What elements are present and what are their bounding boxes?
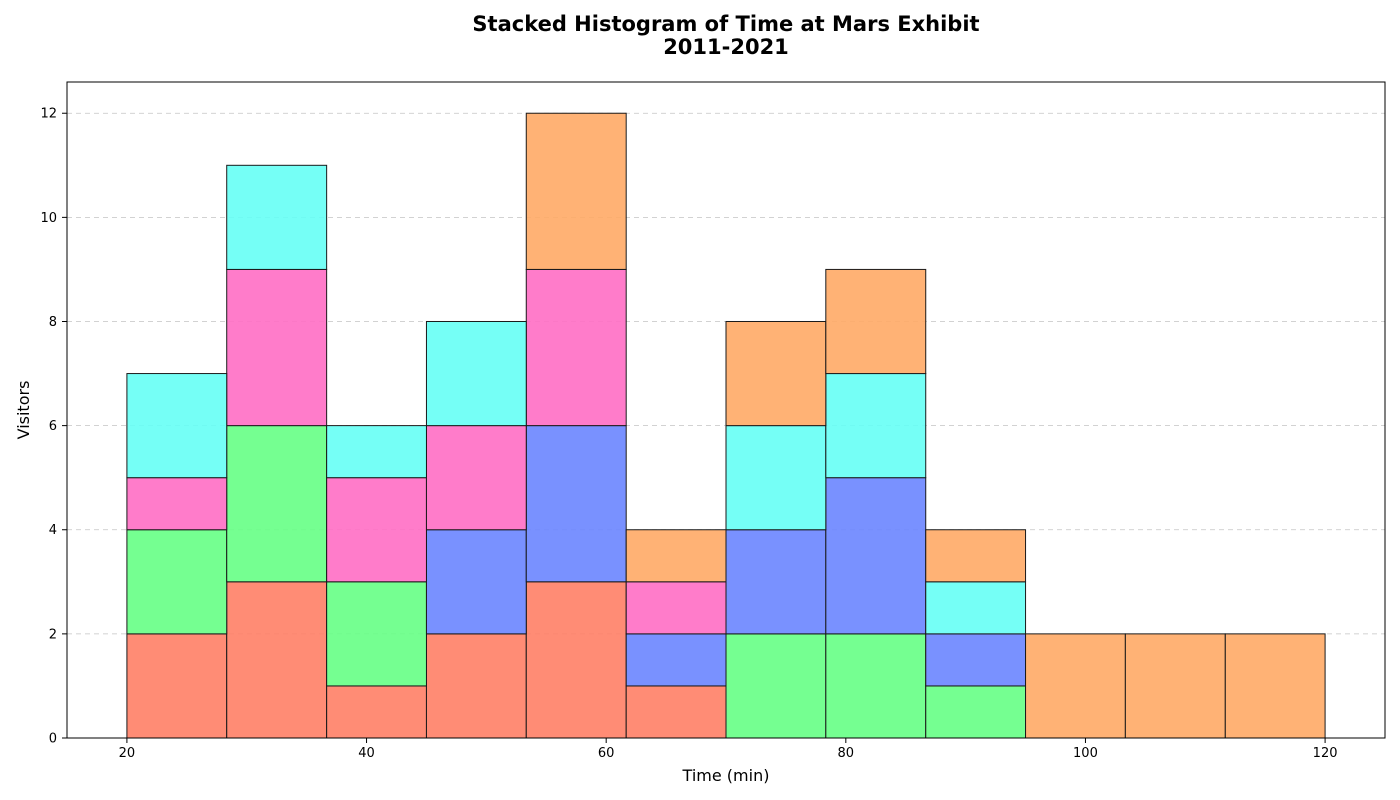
y-tick-label: 8 xyxy=(49,315,57,330)
bar-series-1-bin-1 xyxy=(126,633,228,739)
y-tick-label: 12 xyxy=(40,107,57,122)
bar-series-5-bin-1 xyxy=(126,373,228,479)
bar-series-6-bin-12 xyxy=(1224,633,1326,739)
bar-series-3-bin-5 xyxy=(525,425,627,583)
bar-series-2-bin-2 xyxy=(226,425,328,583)
bar-series-4-bin-6 xyxy=(625,581,727,635)
y-tick-label: 4 xyxy=(49,523,57,538)
bar-series-6-bin-8 xyxy=(825,268,927,375)
plot-area-frame xyxy=(66,81,1386,739)
bar-series-1-bin-4 xyxy=(425,633,527,739)
bar-series-3-bin-9 xyxy=(925,633,1027,687)
chart-subtitle: 2011-2021 xyxy=(663,35,789,59)
y-tick-label: 6 xyxy=(49,419,57,434)
bar-series-3-bin-4 xyxy=(425,529,527,635)
bar-series-4-bin-1 xyxy=(126,477,228,531)
bar-series-4-bin-4 xyxy=(425,425,527,531)
bar-series-1-bin-3 xyxy=(326,685,427,739)
x-tick-label: 100 xyxy=(1073,746,1098,761)
bar-series-5-bin-9 xyxy=(925,581,1027,635)
bar-series-1-bin-6 xyxy=(625,685,727,739)
bar-series-6-bin-5 xyxy=(525,112,627,270)
axis-ticks: 20 40 60 80 100 120 0 2 4 6 8 10 12 xyxy=(40,107,1337,761)
bar-series-6-bin-11 xyxy=(1124,633,1226,739)
bar-series-2-bin-3 xyxy=(326,581,427,687)
bar-series-6-bin-6 xyxy=(625,529,727,583)
bar-series-3-bin-6 xyxy=(625,633,727,687)
bar-series-6-bin-10 xyxy=(1025,633,1126,739)
bar-series-6-bin-7 xyxy=(725,320,827,427)
x-tick-label: 80 xyxy=(838,746,855,761)
bar-series-5-bin-2 xyxy=(226,164,328,270)
bar-series-5-bin-7 xyxy=(725,425,827,531)
bar-series-4-bin-5 xyxy=(525,268,627,427)
bar-series-3-bin-7 xyxy=(725,529,827,635)
x-tick-label: 60 xyxy=(598,746,615,761)
x-tick-label: 120 xyxy=(1313,746,1338,761)
bar-series-4-bin-3 xyxy=(326,477,427,583)
bar-series-3-bin-8 xyxy=(825,477,927,635)
bar-series-2-bin-7 xyxy=(725,633,827,739)
bar-series-5-bin-4 xyxy=(425,320,527,427)
chart-title: Stacked Histogram of Time at Mars Exhibi… xyxy=(472,12,979,36)
x-tick-label: 40 xyxy=(358,746,375,761)
bar-series-4-bin-2 xyxy=(226,268,328,427)
y-tick-label: 0 xyxy=(49,732,57,747)
y-tick-label: 10 xyxy=(40,211,57,226)
histogram-bars xyxy=(126,112,1326,739)
x-tick-label: 20 xyxy=(119,746,136,761)
x-axis-label: Time (min) xyxy=(682,766,770,785)
y-tick-label: 2 xyxy=(49,627,57,642)
bar-series-1-bin-5 xyxy=(525,581,627,739)
y-axis-label: Visitors xyxy=(14,381,33,440)
bar-series-2-bin-1 xyxy=(126,529,228,635)
bar-series-6-bin-9 xyxy=(925,529,1027,583)
bar-series-1-bin-2 xyxy=(226,581,328,739)
bar-series-5-bin-3 xyxy=(326,425,427,479)
bar-series-5-bin-8 xyxy=(825,373,927,479)
bar-series-2-bin-9 xyxy=(925,685,1027,739)
bar-series-2-bin-8 xyxy=(825,633,927,739)
